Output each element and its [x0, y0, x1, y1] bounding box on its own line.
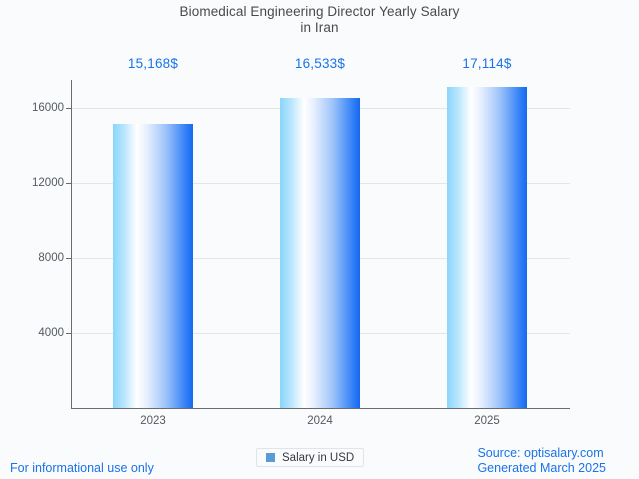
ytick-mark-4000 [66, 333, 72, 334]
bar-2025[interactable] [447, 87, 527, 408]
ytick-label-12000: 12000 [32, 177, 64, 189]
legend-label-salary: Salary in USD [282, 451, 355, 464]
x-axis-line [71, 408, 570, 409]
bar-2023[interactable] [113, 123, 193, 408]
value-label-2023: 15,168$ [127, 56, 179, 71]
chart-legend[interactable]: Salary in USD [256, 448, 365, 467]
value-label-2025: 17,114$ [462, 56, 512, 71]
ytick-label-16000: 16000 [32, 102, 64, 114]
bar-2024[interactable] [280, 98, 360, 408]
value-label-2024: 16,533$ [294, 56, 346, 71]
chart-title: Biomedical Engineering Director Yearly S… [0, 4, 639, 36]
chart-title-line-2: in Iran [300, 20, 339, 35]
generated-text: Generated March 2025 [477, 461, 606, 475]
ytick-mark-8000 [66, 258, 72, 259]
ytick-mark-12000 [66, 183, 72, 184]
disclaimer-text: For informational use only [10, 461, 154, 475]
ytick-mark-16000 [66, 108, 72, 109]
chart-title-line-1: Biomedical Engineering Director Yearly S… [179, 4, 460, 19]
legend-swatch-icon [266, 453, 275, 462]
ytick-label-4000: 4000 [38, 327, 64, 339]
source-block: Source: optisalary.com Generated March 2… [477, 446, 606, 476]
ytick-label-8000: 8000 [38, 252, 64, 264]
source-text: Source: optisalary.com [477, 446, 604, 460]
xtick-label-2024: 2024 [307, 415, 333, 427]
xtick-label-2023: 2023 [140, 415, 166, 427]
xtick-label-2025: 2025 [474, 415, 500, 427]
y-axis-line [71, 80, 72, 409]
